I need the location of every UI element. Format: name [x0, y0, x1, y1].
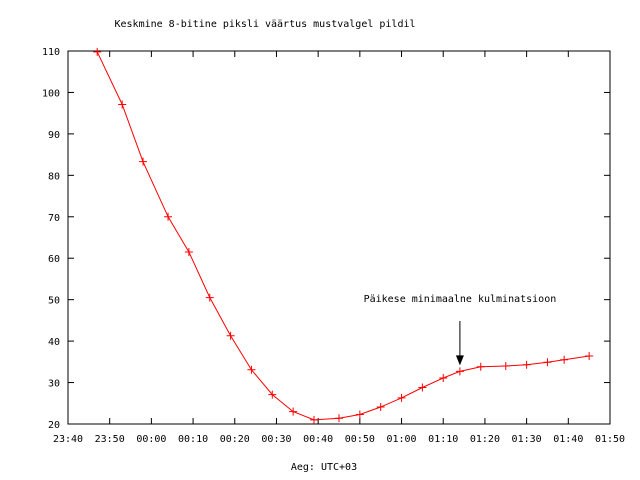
x-tick-label: 00:20	[220, 434, 250, 445]
data-point	[226, 331, 235, 340]
series-markers	[93, 47, 594, 424]
data-point	[205, 293, 214, 302]
data-point	[439, 373, 448, 382]
x-axis: 23:40 23:50 00:00 00:10 00:20 00:30 00:40 00:50…	[53, 51, 625, 445]
x-tick-label: 01:30	[512, 434, 542, 445]
y-axis: 20 30 40 50 60 70 80 90 100 110	[42, 47, 610, 431]
data-point	[476, 362, 485, 371]
x-tick-label: 01:50	[595, 434, 625, 445]
x-tick-label: 01:20	[470, 434, 500, 445]
y-tick-label: 40	[48, 337, 60, 348]
data-point	[355, 410, 364, 419]
x-tick-label: 01:00	[386, 434, 416, 445]
data-point	[309, 415, 318, 424]
data-point	[247, 365, 256, 374]
data-point	[139, 157, 148, 166]
y-tick-label: 60	[48, 254, 60, 265]
x-tick-label: 00:00	[136, 434, 166, 445]
x-tick-label: 00:50	[345, 434, 375, 445]
data-point	[184, 248, 193, 257]
data-point	[289, 407, 298, 416]
data-point	[585, 352, 594, 361]
data-point	[376, 403, 385, 412]
x-axis-label: Aeg: UTC+03	[291, 462, 357, 473]
data-point	[560, 355, 569, 364]
y-tick-label: 110	[42, 47, 60, 58]
data-point	[118, 100, 127, 109]
annotation-text: Päikese minimaalne kulminatsioon	[364, 294, 557, 305]
y-tick-label: 70	[48, 213, 60, 224]
data-point	[522, 360, 531, 369]
x-tick-label: 01:10	[428, 434, 458, 445]
y-tick-label: 30	[48, 379, 60, 390]
chart-title: Keskmine 8-bitine piksli väärtus mustval…	[114, 19, 415, 30]
y-tick-label: 90	[48, 130, 60, 141]
data-point	[164, 212, 173, 221]
x-tick-label: 00:40	[303, 434, 333, 445]
x-tick-label: 23:40	[53, 434, 83, 445]
data-point	[501, 361, 510, 370]
x-tick-label: 23:50	[95, 434, 125, 445]
x-tick-label: 01:40	[553, 434, 583, 445]
annotation-arrow	[455, 321, 464, 366]
data-point	[397, 393, 406, 402]
data-point	[418, 383, 427, 392]
series-line	[96, 51, 590, 421]
data-point	[268, 390, 277, 399]
y-tick-label: 20	[48, 420, 60, 431]
x-tick-label: 00:30	[261, 434, 291, 445]
x-tick-label: 00:10	[178, 434, 208, 445]
plot-frame	[67, 50, 611, 425]
y-tick-label: 100	[42, 88, 60, 99]
data-point	[455, 367, 464, 376]
data-point	[93, 47, 102, 56]
data-point	[543, 358, 552, 367]
y-tick-label: 50	[48, 296, 60, 307]
y-tick-label: 80	[48, 171, 60, 182]
data-point	[335, 414, 343, 423]
